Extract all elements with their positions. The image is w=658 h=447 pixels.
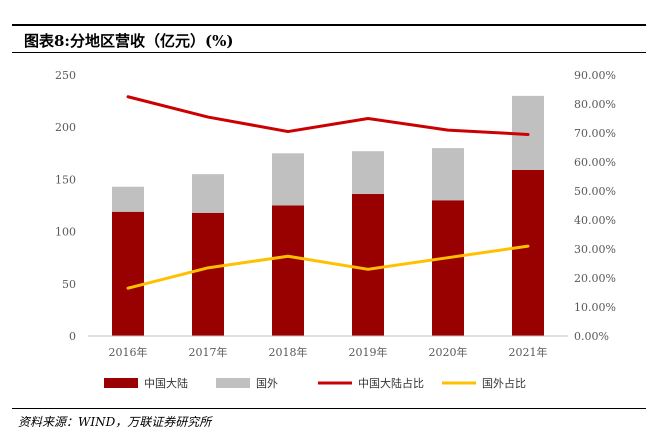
legend-label-1: 国外 (256, 377, 278, 390)
bar-overseas-0 (112, 186, 144, 212)
right-tick-label: 80.00% (574, 98, 616, 111)
legend-label-2: 中国大陆占比 (358, 376, 424, 390)
bar-mainland-4 (432, 200, 464, 336)
line-overseas-share (126, 244, 530, 290)
legend-label-3: 国外占比 (482, 376, 526, 390)
left-tick-label: 50 (62, 278, 76, 291)
left-tick-label: 100 (55, 226, 76, 239)
right-tick-label: 70.00% (574, 127, 616, 140)
x-tick-label: 2018年 (269, 345, 308, 359)
x-tick-label: 2017年 (189, 345, 228, 359)
lines-group (126, 95, 530, 290)
right-tick-label: 20.00% (574, 272, 616, 285)
x-tick-label: 2021年 (509, 345, 548, 359)
legend-label-0: 中国大陆 (144, 376, 188, 390)
right-tick-label: 40.00% (574, 214, 616, 227)
legend-swatch-0 (104, 378, 138, 388)
x-tick-label: 2016年 (109, 345, 148, 359)
right-tick-label: 60.00% (574, 156, 616, 169)
bar-mainland-2 (272, 205, 304, 336)
left-tick-label: 250 (55, 69, 76, 82)
title-rule (12, 52, 646, 53)
line-mainland-share (126, 95, 530, 136)
chart-title: 图表8:分地区营收（亿元）(%) (24, 32, 234, 50)
right-tick-label: 10.00% (574, 301, 616, 314)
bar-mainland-3 (352, 194, 384, 336)
left-axis-ticks: 0 50 100 150 200 250 (55, 69, 76, 343)
bar-overseas-2 (272, 153, 304, 206)
top-rule (12, 24, 646, 26)
x-axis-ticks: 2016年 2017年 2018年 2019年 2020年 2021年 (109, 345, 548, 359)
legend: 中国大陆 国外 中国大陆占比 国外占比 (104, 376, 526, 390)
bottom-rule (12, 408, 646, 409)
right-tick-label: 0.00% (574, 330, 609, 343)
right-tick-label: 30.00% (574, 243, 616, 256)
source-note: 资料来源：WIND，万联证券研究所 (18, 415, 212, 429)
x-tick-label: 2019年 (349, 345, 388, 359)
bar-overseas-4 (432, 148, 464, 201)
bars-group (112, 95, 544, 336)
left-tick-label: 0 (69, 330, 76, 343)
legend-swatch-1 (216, 378, 250, 388)
x-tick-label: 2020年 (429, 345, 468, 359)
bar-mainland-5 (512, 170, 544, 336)
left-tick-label: 150 (55, 173, 76, 186)
bar-mainland-0 (112, 211, 144, 336)
right-tick-label: 50.00% (574, 185, 616, 198)
bar-overseas-3 (352, 151, 384, 195)
bar-overseas-1 (192, 174, 224, 213)
right-axis-ticks: 0.00% 10.00% 20.00% 30.00% 40.00% 50.00% 60.00… (574, 69, 616, 343)
bar-mainland-1 (192, 212, 224, 336)
right-tick-label: 90.00% (574, 69, 616, 82)
left-tick-label: 200 (55, 121, 76, 134)
